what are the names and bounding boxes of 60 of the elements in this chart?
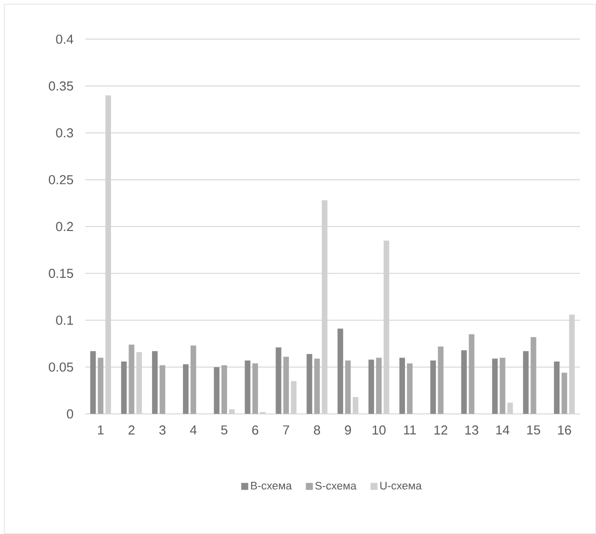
x-tick-label: 1 [98,425,104,434]
bar [562,372,568,414]
legend-label: B-схема [251,482,292,490]
legend-label: S-схема [315,482,356,490]
bar [523,351,529,414]
x-tick-label: 12 [434,425,448,434]
bar [283,356,289,414]
bar [438,346,444,414]
bar [252,363,258,414]
bar [121,361,127,414]
y-tick-label: 0.35 [48,81,74,91]
bar [244,360,250,414]
bar [468,334,474,414]
bar [221,365,228,414]
x-tick-label: 7 [283,425,290,434]
y-tick-label: 0.2 [56,222,73,232]
x-tick-label: 10 [372,425,386,435]
bar [530,337,536,414]
bar [90,351,96,414]
x-tick-label: 3 [159,425,166,435]
bar [399,358,405,414]
x-tick-label: 13 [465,425,478,435]
bar [500,358,506,414]
bar [406,363,413,414]
bar [128,344,134,414]
bar [182,364,189,414]
bar [160,365,166,414]
bar [492,358,498,414]
bar [554,361,560,414]
y-tick-label: 0.05 [48,362,74,372]
x-tick-label: 6 [252,425,258,435]
x-tick-label: 2 [128,425,134,434]
bar [214,367,220,414]
y-tick-label: 0 [66,409,74,418]
bar [368,360,374,414]
x-tick-label: 4 [190,425,197,434]
bar [461,350,467,414]
x-tick-label: 8 [314,425,320,435]
y-tick-label: 0.3 [56,128,74,138]
bar [98,358,104,414]
bar [306,354,312,414]
bar [430,360,436,414]
y-tick-label: 0.15 [48,268,74,278]
y-tick-label: 0.25 [48,175,74,184]
legend-label: U-схема [380,482,422,490]
bar [345,360,351,414]
x-tick-label: 15 [527,425,540,434]
y-tick-label: 0.1 [56,316,73,325]
bar [276,347,282,414]
bar [314,358,320,414]
y-tick-label: 0.4 [56,34,74,44]
bar [338,328,344,414]
bar [190,346,196,414]
bar [376,358,382,414]
x-tick-label: 14 [496,425,510,434]
x-tick-label: 9 [344,425,351,435]
x-tick-label: 5 [221,425,228,434]
x-tick-label: 11 [404,425,416,434]
bar [152,351,158,414]
x-tick-label: 16 [558,425,572,435]
